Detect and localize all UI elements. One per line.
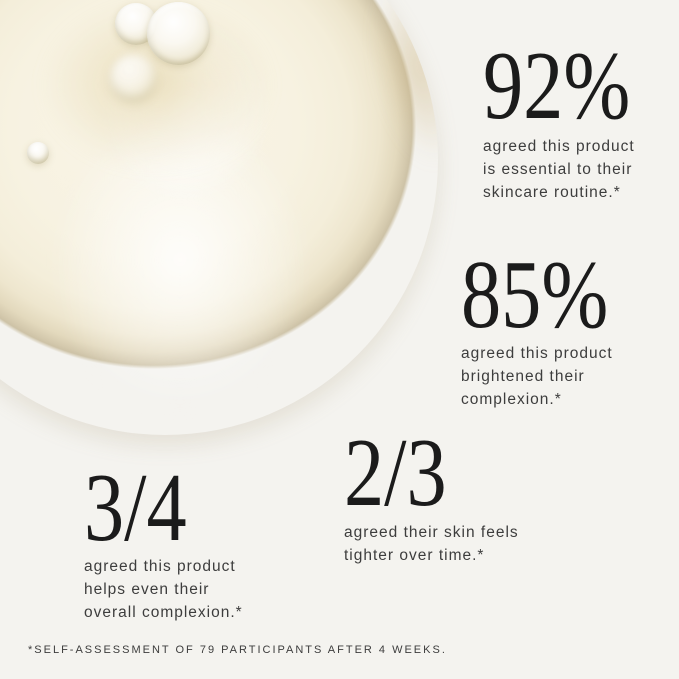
bubble-tiny-icon — [27, 142, 49, 164]
stat-caption: agreed this product brightened their com… — [461, 342, 641, 411]
caption-line: agreed their skin feels — [344, 524, 519, 542]
bubble-large-icon — [147, 2, 210, 65]
swatch-edge-shadow — [363, 0, 438, 169]
bubble-blurred-icon — [110, 55, 156, 101]
stat-block-three-quarters: 3/4 agreed this product helps even their… — [84, 454, 243, 624]
stat-caption: agreed this product is essential to thei… — [483, 135, 663, 204]
stat-block-85-percent: 85% agreed this product brightened their… — [461, 241, 641, 411]
caption-line: overall complexion.* — [84, 604, 243, 622]
caption-line: agreed this product — [84, 558, 236, 576]
caption-line: complexion.* — [461, 391, 562, 409]
stat-value: 3/4 — [84, 454, 187, 562]
caption-line: agreed this product — [461, 345, 613, 363]
caption-line: is essential to their — [483, 161, 633, 179]
caption-line: brightened their — [461, 368, 585, 386]
caption-line: tighter over time.* — [344, 547, 485, 565]
stat-value: 2/3 — [344, 419, 447, 527]
serum-swatch-image — [0, 0, 438, 435]
stat-block-92-percent: 92% agreed this product is essential to … — [483, 32, 663, 204]
swatch-foam-highlight — [50, 110, 310, 410]
footnote-disclaimer: *SELF-ASSESSMENT OF 79 PARTICIPANTS AFTE… — [28, 644, 447, 656]
caption-line: agreed this product — [483, 138, 635, 156]
stat-caption: agreed their skin feels tighter over tim… — [344, 521, 519, 567]
stat-caption: agreed this product helps even their ove… — [84, 555, 243, 624]
caption-line: helps even their — [84, 581, 210, 599]
stat-block-two-thirds: 2/3 agreed their skin feels tighter over… — [344, 419, 519, 567]
caption-line: skincare routine.* — [483, 184, 621, 202]
stat-value: 85% — [461, 241, 609, 349]
stat-value: 92% — [483, 32, 631, 140]
